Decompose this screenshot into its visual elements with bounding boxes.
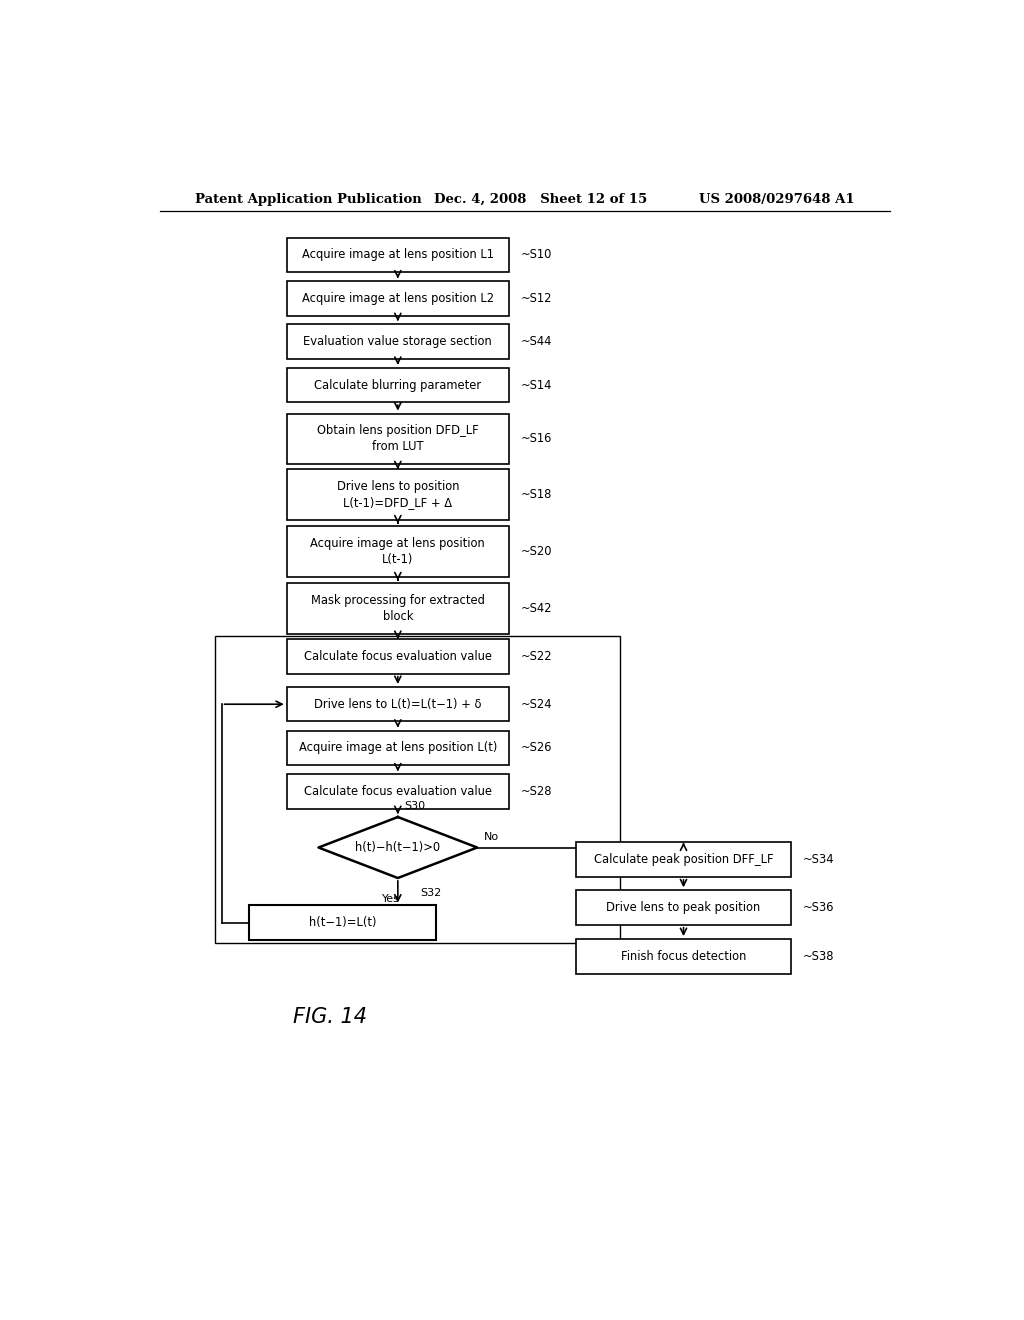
Text: h(t)−h(t−1)>0: h(t)−h(t−1)>0 [355, 841, 440, 854]
Text: Calculate blurring parameter: Calculate blurring parameter [314, 379, 481, 392]
Text: S30: S30 [404, 801, 425, 810]
Text: Mask processing for extracted
block: Mask processing for extracted block [311, 594, 484, 623]
Bar [577, 939, 791, 974]
Text: h(t−1)=L(t): h(t−1)=L(t) [308, 916, 376, 929]
Text: ~S34: ~S34 [803, 853, 835, 866]
Bar [287, 686, 509, 722]
Text: Calculate focus evaluation value: Calculate focus evaluation value [304, 785, 492, 799]
Text: Obtain lens position DFD_LF
from LUT: Obtain lens position DFD_LF from LUT [317, 425, 478, 454]
Text: Drive lens to L(t)=L(t−1) + δ: Drive lens to L(t)=L(t−1) + δ [314, 698, 481, 710]
Text: ~S36: ~S36 [803, 902, 835, 913]
Bar [287, 470, 509, 520]
Text: Drive lens to position
L(t-1)=DFD_LF + Δ: Drive lens to position L(t-1)=DFD_LF + Δ [337, 480, 459, 510]
Bar [249, 906, 435, 940]
Text: Calculate peak position DFF_LF: Calculate peak position DFF_LF [594, 853, 773, 866]
Text: Acquire image at lens position
L(t-1): Acquire image at lens position L(t-1) [310, 537, 485, 566]
Bar [287, 413, 509, 465]
Bar [287, 325, 509, 359]
Text: Evaluation value storage section: Evaluation value storage section [303, 335, 493, 348]
Bar [287, 527, 509, 577]
Text: Drive lens to peak position: Drive lens to peak position [606, 902, 761, 913]
Text: ~S22: ~S22 [521, 649, 553, 663]
Text: ~S18: ~S18 [521, 488, 552, 502]
Text: Yes: Yes [382, 894, 399, 904]
Text: ~S12: ~S12 [521, 292, 552, 305]
Bar [287, 583, 509, 634]
Bar [577, 842, 791, 876]
Polygon shape [318, 817, 477, 878]
Bar [287, 775, 509, 809]
Text: ~S38: ~S38 [803, 950, 835, 962]
Text: No: No [483, 833, 499, 842]
Text: ~S44: ~S44 [521, 335, 552, 348]
Text: Acquire image at lens position L1: Acquire image at lens position L1 [302, 248, 494, 261]
Text: Dec. 4, 2008   Sheet 12 of 15: Dec. 4, 2008 Sheet 12 of 15 [433, 193, 647, 206]
Bar [287, 238, 509, 272]
Bar [577, 890, 791, 925]
Text: US 2008/0297648 A1: US 2008/0297648 A1 [699, 193, 855, 206]
Bar [287, 281, 509, 315]
Text: Calculate focus evaluation value: Calculate focus evaluation value [304, 649, 492, 663]
Text: ~S10: ~S10 [521, 248, 552, 261]
Bar [287, 368, 509, 403]
Text: Patent Application Publication: Patent Application Publication [196, 193, 422, 206]
Text: ~S24: ~S24 [521, 698, 552, 710]
Text: FIG. 14: FIG. 14 [293, 1007, 368, 1027]
Bar [287, 731, 509, 766]
Text: ~S14: ~S14 [521, 379, 552, 392]
Text: Acquire image at lens position L(t): Acquire image at lens position L(t) [299, 742, 497, 755]
Text: Finish focus detection: Finish focus detection [621, 950, 746, 962]
Text: ~S16: ~S16 [521, 433, 552, 445]
Text: ~S20: ~S20 [521, 545, 552, 558]
Text: S32: S32 [420, 888, 441, 898]
Text: ~S26: ~S26 [521, 742, 552, 755]
Bar [215, 636, 621, 942]
Bar [287, 639, 509, 673]
Text: ~S42: ~S42 [521, 602, 552, 615]
Text: ~S28: ~S28 [521, 785, 552, 799]
Text: Acquire image at lens position L2: Acquire image at lens position L2 [302, 292, 494, 305]
